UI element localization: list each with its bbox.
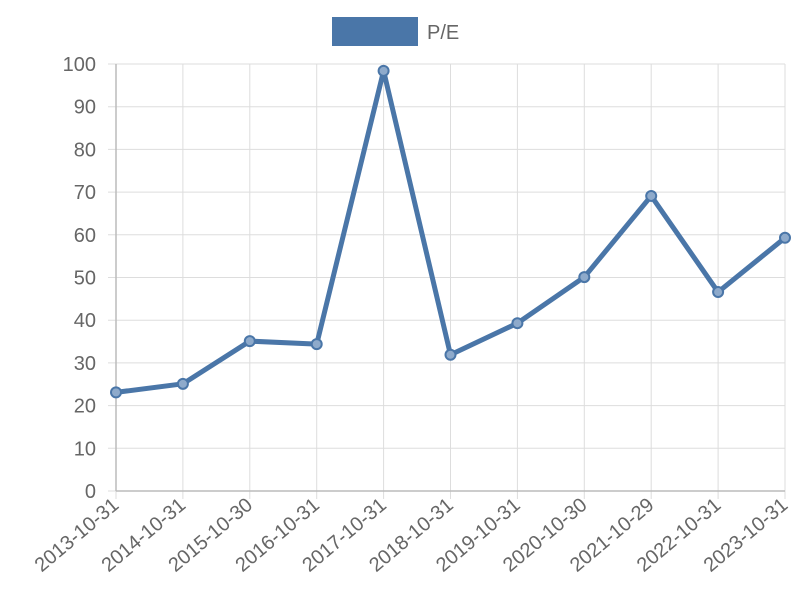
y-tick-label: 50 [74, 268, 96, 290]
y-tick-label: 90 [74, 97, 96, 119]
plot [110, 64, 791, 399]
grid [108, 63, 786, 499]
data-point [243, 335, 256, 348]
y-tick-label: 20 [74, 396, 96, 418]
data-point [110, 386, 122, 399]
legend-swatch [332, 17, 418, 46]
data-point [779, 231, 791, 244]
y-tick-label: 100 [63, 54, 96, 76]
data-point [712, 286, 725, 299]
data-point [310, 338, 323, 351]
data-point [511, 317, 524, 330]
y-tick-label: 70 [74, 182, 96, 204]
y-tick-label: 80 [74, 139, 96, 161]
y-tick-label: 0 [85, 481, 96, 503]
data-point [444, 348, 457, 361]
y-tick-label: 30 [74, 353, 96, 375]
legend-label: P/E [427, 22, 459, 44]
y-tick-label: 40 [74, 310, 96, 332]
data-point [578, 271, 591, 284]
y-tick-label: 10 [74, 438, 96, 460]
data-point [645, 189, 658, 202]
data-point [176, 377, 189, 390]
y-tick-label: 60 [74, 225, 96, 247]
data-point [377, 64, 390, 77]
